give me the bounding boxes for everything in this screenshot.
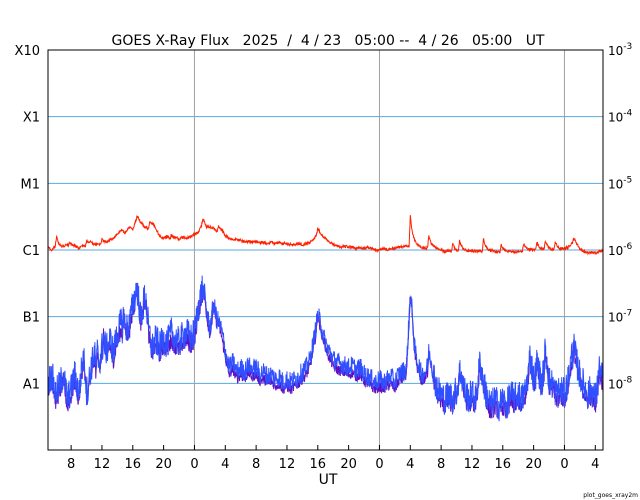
right-tick-exponent-4: -4 — [623, 109, 632, 119]
chart-title: GOES X-Ray Flux 2025 / 4 / 23 05:00 -- 4… — [111, 33, 544, 49]
right-tick-exponent-3: -5 — [623, 175, 632, 185]
right-tick-label-1: 10-7 — [608, 309, 632, 325]
right-tick-base-3: 10 — [608, 177, 623, 191]
right-tick-base-0: 10 — [608, 377, 623, 391]
x-tick-label-13: 12 — [464, 457, 481, 472]
x-tick-label-7: 12 — [279, 457, 296, 472]
right-tick-exponent-1: -7 — [623, 309, 632, 319]
x-tick-label-8: 16 — [310, 457, 327, 472]
x-tick-label-1: 12 — [94, 457, 111, 472]
right-tick-base-1: 10 — [608, 311, 623, 325]
series-line-short-channel-blue — [47, 275, 604, 422]
right-tick-label-3: 10-5 — [608, 175, 632, 191]
series-line-long-channel — [47, 214, 604, 256]
left-tick-label-1: B1 — [23, 311, 40, 326]
left-tick-label-4: X1 — [23, 111, 40, 126]
right-axis-labels: 10-810-710-610-510-410-3 — [608, 42, 633, 391]
x-tick-label-5: 4 — [221, 457, 229, 472]
right-tick-label-0: 10-8 — [608, 375, 633, 391]
left-tick-label-2: C1 — [23, 244, 40, 259]
series-layer — [47, 214, 604, 422]
right-tick-exponent-0: -8 — [623, 375, 632, 385]
left-tick-label-3: M1 — [21, 177, 41, 192]
right-tick-label-5: 10-3 — [608, 42, 632, 58]
x-tick-label-10: 0 — [375, 457, 383, 472]
left-axis-labels: A1 B1 C1 M1 X1 X10 — [15, 44, 40, 392]
x-tick-label-15: 20 — [525, 457, 542, 472]
x-tick-label-16: 0 — [560, 457, 568, 472]
x-tick-label-14: 16 — [495, 457, 512, 472]
left-tick-label-0: A1 — [23, 377, 40, 392]
x-tick-label-3: 20 — [155, 457, 172, 472]
x-axis-tick-labels: 8 12 16 20 0 4 8 12 16 20 0 4 8 12 16 20 0 4 — [67, 445, 599, 472]
right-tick-exponent-5: -3 — [623, 42, 632, 52]
x-tick-label-0: 8 — [67, 457, 75, 472]
x-tick-label-2: 16 — [125, 457, 142, 472]
right-tick-label-2: 10-6 — [608, 242, 633, 258]
right-tick-base-2: 10 — [608, 244, 623, 258]
x-tick-label-4: 0 — [190, 457, 198, 472]
x-tick-label-12: 8 — [437, 457, 445, 472]
x-tick-label-17: 4 — [591, 457, 599, 472]
right-tick-exponent-2: -6 — [623, 242, 632, 252]
right-tick-base-4: 10 — [608, 111, 623, 125]
x-tick-label-6: 8 — [252, 457, 260, 472]
left-tick-label-5: X10 — [15, 44, 40, 59]
x-tick-label-11: 4 — [406, 457, 414, 472]
footer-label: plot_goes_xray2m — [583, 492, 638, 499]
x-axis-label: UT — [319, 472, 338, 488]
right-tick-label-4: 10-4 — [608, 109, 633, 125]
x-tick-label-9: 20 — [340, 457, 357, 472]
plot-frame — [47, 49, 604, 451]
right-tick-base-5: 10 — [608, 44, 623, 58]
